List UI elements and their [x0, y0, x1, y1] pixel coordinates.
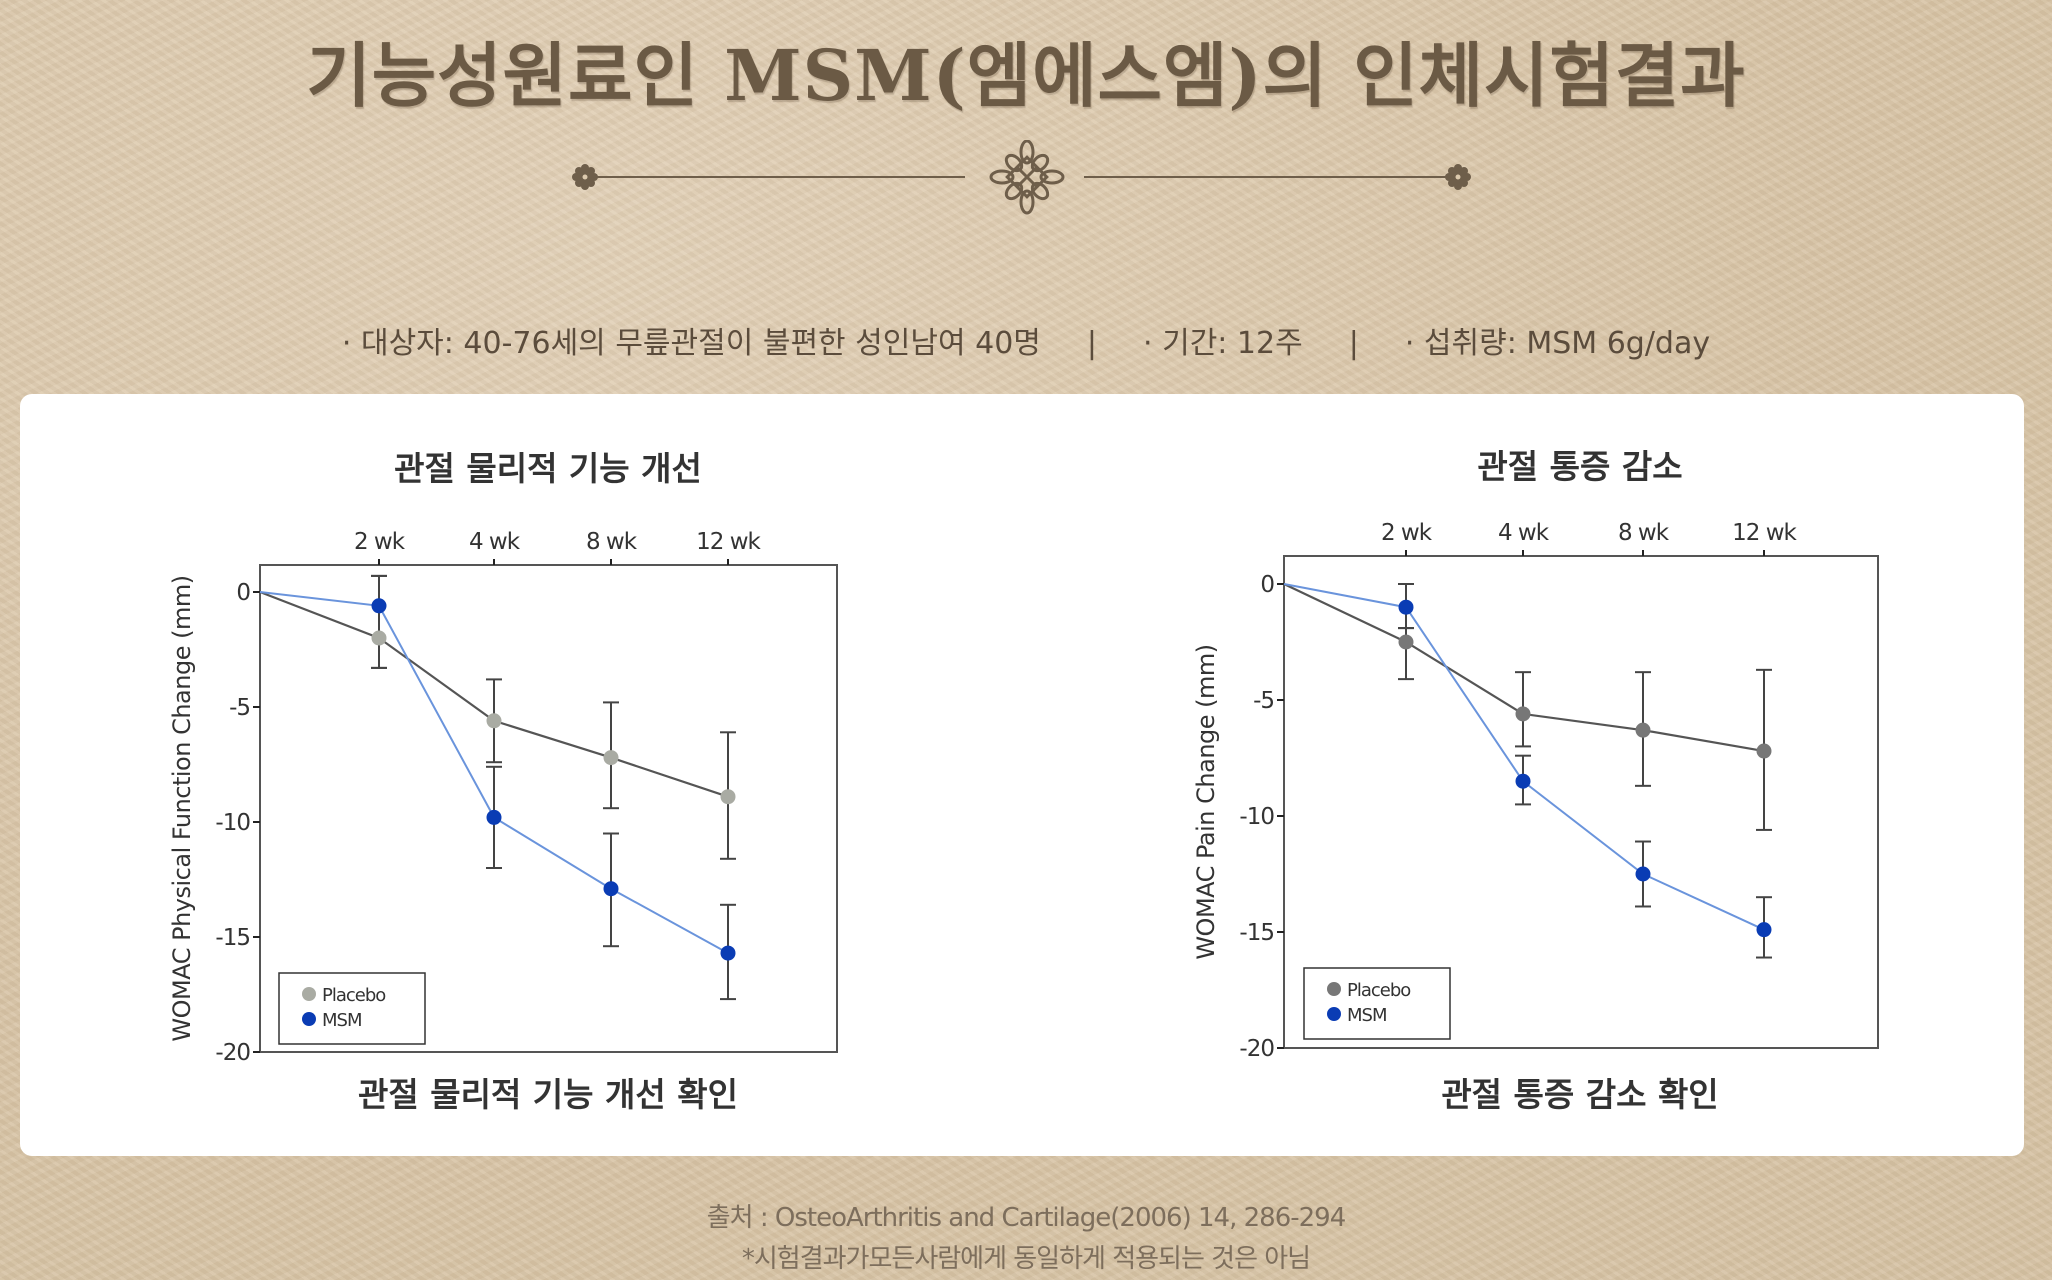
y-tick-label: -10 — [215, 810, 250, 836]
data-point-placebo — [1515, 706, 1531, 722]
data-point-msm — [720, 945, 736, 961]
x-tick-label: 12 wk — [1732, 520, 1797, 546]
chart-legend: Placebo MSM — [1303, 967, 1451, 1040]
legend-label: MSM — [322, 1010, 362, 1031]
legend-marker-icon — [302, 987, 316, 1001]
data-point-msm — [486, 809, 502, 825]
data-point-msm — [1398, 599, 1414, 615]
study-info: · 대상자: 40-76세의 무릎관절이 불편한 성인남여 40명 | · 기간: … — [0, 318, 2052, 362]
x-tick-label: 4 wk — [469, 529, 521, 555]
y-axis-label: WOMAC Pain Change (mm) — [1192, 644, 1220, 959]
y-axis-label: WOMAC Physical Function Change (mm) — [168, 575, 196, 1041]
study-period: · 기간: 12주 — [1143, 326, 1303, 361]
separator: | — [1086, 326, 1098, 361]
y-tick-label: -20 — [215, 1040, 250, 1066]
chart-legend: Placebo MSM — [278, 972, 426, 1045]
x-tick-label: 8 wk — [586, 529, 638, 555]
chart-caption: 관절 물리적 기능 개선 확인 — [358, 1075, 738, 1114]
data-point-msm — [1756, 922, 1772, 938]
separator: | — [1348, 326, 1359, 361]
data-point-msm — [1635, 866, 1651, 882]
data-point-placebo — [1756, 743, 1772, 759]
data-point-msm — [371, 598, 387, 614]
x-tick-label: 4 wk — [1498, 520, 1550, 546]
plot-frame — [259, 564, 838, 1053]
y-tick-label: 0 — [236, 580, 250, 606]
data-point-placebo — [1398, 634, 1414, 650]
ornament-left-flower-icon — [572, 164, 598, 190]
chart-title: 관절 물리적 기능 개선 — [394, 449, 702, 488]
data-point-placebo — [720, 789, 736, 805]
x-tick-label: 8 wk — [1618, 520, 1670, 546]
data-point-placebo — [1635, 722, 1651, 738]
data-point-placebo — [371, 630, 387, 646]
study-subject: · 대상자: 40-76세의 무릎관절이 불편한 성인남여 40명 — [341, 326, 1041, 361]
legend-label: Placebo — [322, 985, 386, 1006]
y-tick-label: -15 — [1239, 920, 1274, 946]
data-point-placebo — [486, 713, 502, 729]
x-tick-label: 2 wk — [354, 529, 406, 555]
ornament-divider — [572, 140, 1471, 215]
source-citation: 출처 : OsteoArthritis and Cartilage(2006) … — [706, 1203, 1347, 1233]
x-tick-label: 12 wk — [696, 529, 761, 555]
y-tick-label: -5 — [1253, 688, 1274, 714]
page-title: 기능성원료인 MSM(엠에스엠)의 인체시험결과 — [306, 34, 1746, 117]
legend-marker-icon — [1327, 1007, 1341, 1021]
legend-label: MSM — [1347, 1005, 1387, 1026]
chart-title: 관절 통증 감소 — [1477, 447, 1682, 486]
disclaimer: *시험결과가모든사람에게 동일하게 적용되는 것은 아님 — [741, 1244, 1311, 1274]
study-dose: · 섭취량: MSM 6g/day — [1404, 326, 1711, 361]
data-point-msm — [603, 881, 619, 897]
y-tick-label: -15 — [215, 925, 250, 951]
data-point-msm — [1515, 773, 1531, 789]
y-tick-label: 0 — [1260, 572, 1274, 598]
chart-caption: 관절 통증 감소 확인 — [1441, 1075, 1718, 1114]
legend-label: Placebo — [1347, 980, 1411, 1001]
y-tick-label: -5 — [229, 695, 250, 721]
legend-marker-icon — [302, 1012, 316, 1026]
y-tick-label: -10 — [1239, 804, 1274, 830]
plot-frame — [1283, 555, 1879, 1049]
ornament-right-flower-icon — [1445, 164, 1471, 190]
data-point-placebo — [603, 750, 619, 766]
y-tick-label: -20 — [1239, 1036, 1274, 1062]
legend-marker-icon — [1327, 982, 1341, 996]
x-tick-label: 2 wk — [1381, 520, 1433, 546]
ornament-knot-icon — [989, 140, 1065, 215]
